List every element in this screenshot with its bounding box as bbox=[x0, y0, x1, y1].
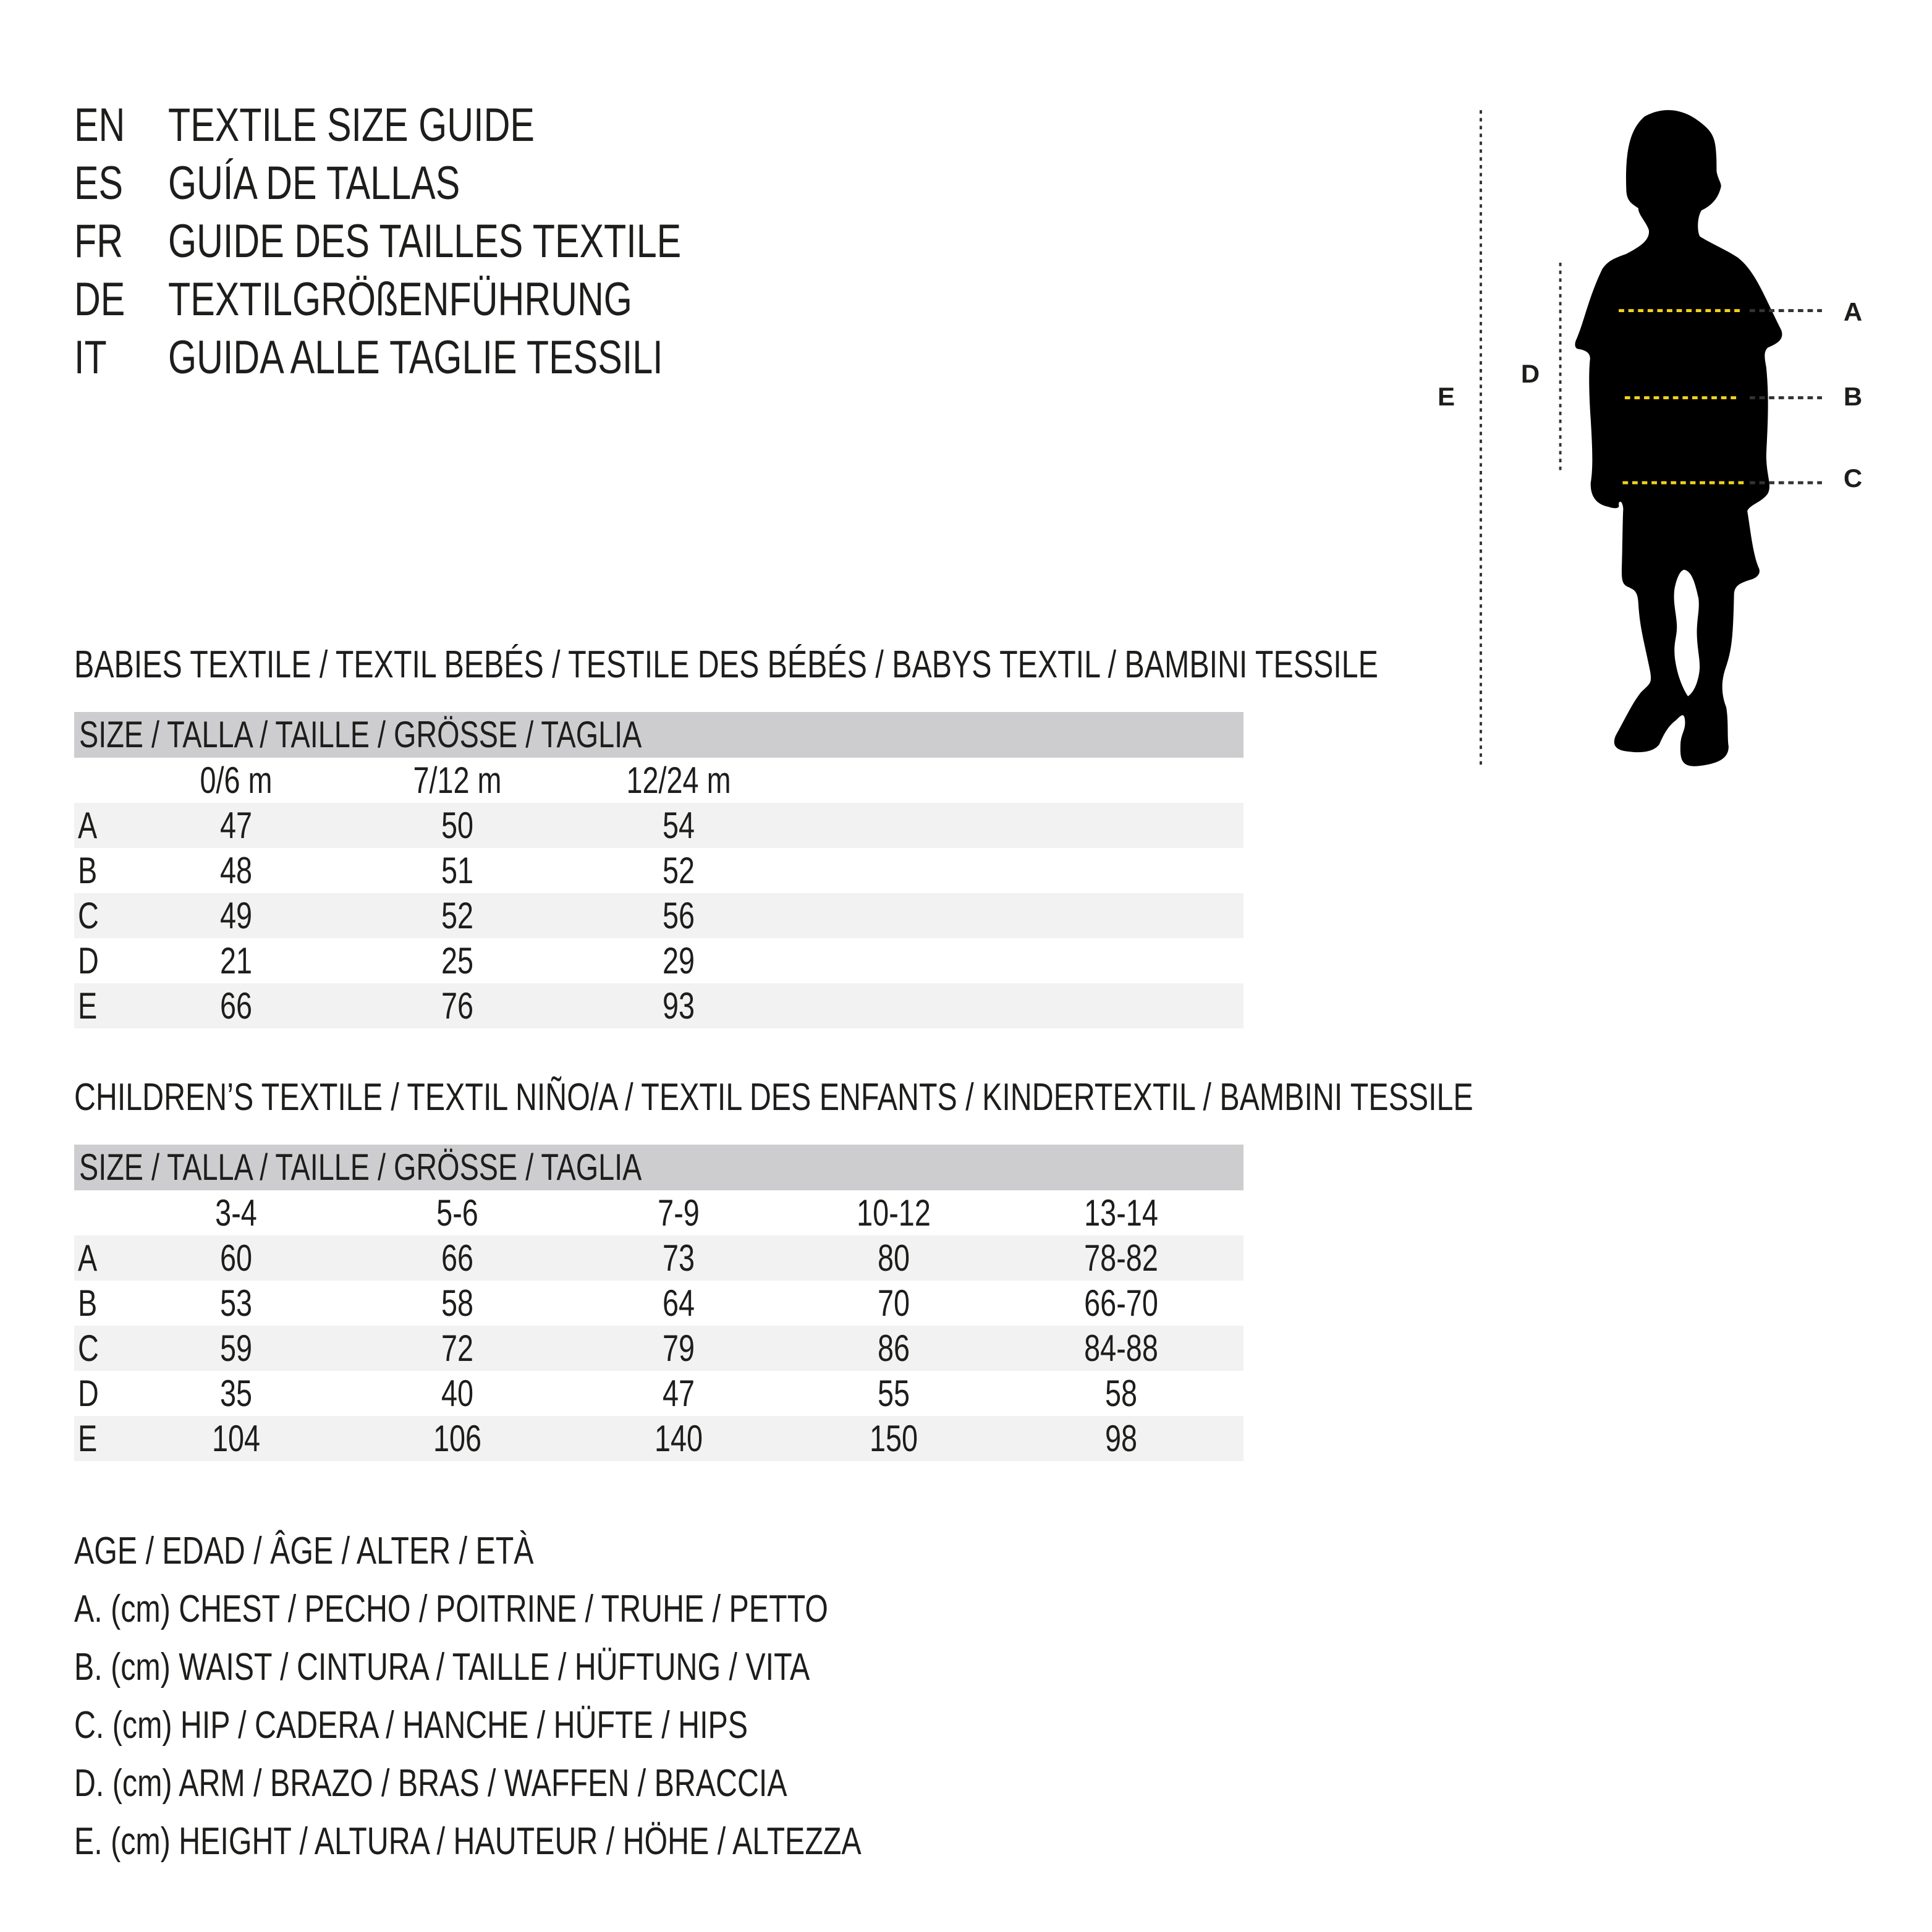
row-label: A bbox=[78, 805, 98, 846]
table-cell: 47 bbox=[662, 1373, 695, 1414]
table-row: B 48 51 52 bbox=[74, 848, 1244, 893]
table-cell: 49 bbox=[219, 895, 253, 936]
language-code: FR bbox=[74, 215, 124, 268]
table-cell: 84-88 bbox=[1084, 1328, 1158, 1369]
table-header-bar: SIZE / TALLA / TAILLE / GRÖSSE / TAGLIA bbox=[74, 712, 1244, 758]
table-cell: 60 bbox=[219, 1237, 253, 1279]
table-row: C 59 72 79 86 84-88 bbox=[74, 1326, 1244, 1371]
legend-line: A. (cm) CHEST / PECHO / POITRINE / TRUHE… bbox=[74, 1588, 828, 1630]
table-cell: 35 bbox=[219, 1373, 253, 1414]
table-cell: 58 bbox=[441, 1282, 474, 1324]
row-label: A bbox=[78, 1237, 98, 1279]
table-row: A 60 66 73 80 78-82 bbox=[74, 1235, 1244, 1281]
table-cell: 78-82 bbox=[1084, 1237, 1158, 1279]
table-row: A 47 50 54 bbox=[74, 803, 1244, 848]
language-code: DE bbox=[74, 273, 125, 326]
row-label: B bbox=[78, 1282, 98, 1324]
column-header: 5-6 bbox=[436, 1192, 478, 1234]
table-cell: 150 bbox=[869, 1418, 918, 1459]
table-cell: 66 bbox=[441, 1237, 474, 1279]
figure-label-b: B bbox=[1843, 382, 1863, 411]
language-code: EN bbox=[74, 99, 125, 151]
column-header: 3-4 bbox=[215, 1192, 257, 1234]
row-label: D bbox=[78, 940, 99, 981]
table-cell: 25 bbox=[441, 940, 474, 981]
legend-line: AGE / EDAD / ÂGE / ALTER / ETÀ bbox=[74, 1530, 534, 1572]
column-header: 7/12 m bbox=[413, 760, 502, 801]
figure-label-c: C bbox=[1843, 464, 1863, 493]
row-label: D bbox=[78, 1373, 99, 1414]
column-header-row: 3-4 5-6 7-9 10-12 13-14 bbox=[74, 1190, 1244, 1235]
table-cell: 86 bbox=[877, 1328, 910, 1369]
title-text: GUIDA ALLE TAGLIE TESSILI bbox=[168, 331, 663, 384]
table-header-label: SIZE / TALLA / TAILLE / GRÖSSE / TAGLIA bbox=[79, 714, 642, 755]
table-cell: 73 bbox=[662, 1237, 695, 1279]
table-cell: 48 bbox=[219, 850, 253, 891]
table-row: D 21 25 29 bbox=[74, 938, 1244, 983]
table-cell: 66 bbox=[219, 985, 253, 1027]
legend-line: C. (cm) HIP / CADERA / HANCHE / HÜFTE / … bbox=[74, 1704, 748, 1747]
table-cell: 104 bbox=[211, 1418, 261, 1459]
legend-line: B. (cm) WAIST / CINTURA / TAILLE / HÜFTU… bbox=[74, 1646, 810, 1688]
title-text: TEXTILGRÖßENFÜHRUNG bbox=[168, 273, 632, 326]
row-label: C bbox=[78, 895, 99, 936]
column-header: 10-12 bbox=[857, 1192, 931, 1234]
legend-line: E. (cm) HEIGHT / ALTURA / HAUTEUR / HÖHE… bbox=[74, 1820, 862, 1863]
table-header-label: SIZE / TALLA / TAILLE / GRÖSSE / TAGLIA bbox=[79, 1146, 642, 1188]
column-header-row: 0/6 m 7/12 m 12/24 m bbox=[74, 758, 1244, 803]
table-cell: 66-70 bbox=[1084, 1282, 1158, 1324]
table-cell: 72 bbox=[441, 1328, 474, 1369]
column-header: 7-9 bbox=[658, 1192, 700, 1234]
table-cell: 55 bbox=[877, 1373, 910, 1414]
table-row: B 53 58 64 70 66-70 bbox=[74, 1281, 1244, 1326]
table-cell: 59 bbox=[219, 1328, 253, 1369]
column-header: 0/6 m bbox=[200, 760, 273, 801]
table-header-bar: SIZE / TALLA / TAILLE / GRÖSSE / TAGLIA bbox=[74, 1145, 1244, 1190]
section-title: BABIES TEXTILE / TEXTIL BEBÉS / TESTILE … bbox=[74, 643, 1378, 686]
column-header: 13-14 bbox=[1084, 1192, 1158, 1234]
table-cell: 64 bbox=[662, 1282, 695, 1324]
legend-line: D. (cm) ARM / BRAZO / BRAS / WAFFEN / BR… bbox=[74, 1762, 787, 1805]
table-cell: 98 bbox=[1104, 1418, 1138, 1459]
figure-label-e: E bbox=[1437, 382, 1455, 411]
table-cell: 52 bbox=[441, 895, 474, 936]
table-cell: 56 bbox=[662, 895, 695, 936]
table-cell: 47 bbox=[219, 805, 253, 846]
table-row: E 66 76 93 bbox=[74, 983, 1244, 1028]
table-cell: 51 bbox=[441, 850, 474, 891]
child-silhouette bbox=[1480, 110, 1822, 766]
table-cell: 140 bbox=[654, 1418, 703, 1459]
table-cell: 106 bbox=[433, 1418, 482, 1459]
row-label: E bbox=[78, 985, 98, 1027]
table-cell: 50 bbox=[441, 805, 474, 846]
language-code: IT bbox=[74, 331, 107, 384]
table-cell: 21 bbox=[219, 940, 253, 981]
table-cell: 79 bbox=[662, 1328, 695, 1369]
language-code: ES bbox=[74, 157, 124, 210]
table-cell: 52 bbox=[662, 850, 695, 891]
table-cell: 76 bbox=[441, 985, 474, 1027]
table-cell: 29 bbox=[662, 940, 695, 981]
table-cell: 80 bbox=[877, 1237, 910, 1279]
table-cell: 58 bbox=[1104, 1373, 1138, 1414]
row-label: C bbox=[78, 1328, 99, 1369]
title-text: GUIDE DES TAILLES TEXTILE bbox=[168, 215, 682, 268]
table-row: E 104 106 140 150 98 bbox=[74, 1416, 1244, 1461]
row-label: E bbox=[78, 1418, 98, 1459]
table-cell: 54 bbox=[662, 805, 695, 846]
figure-label-a: A bbox=[1843, 297, 1863, 326]
table-row: D 35 40 47 55 58 bbox=[74, 1371, 1244, 1416]
row-label: B bbox=[78, 850, 98, 891]
table-row: C 49 52 56 bbox=[74, 893, 1244, 938]
table-cell: 40 bbox=[441, 1373, 474, 1414]
section-title: CHILDREN’S TEXTILE / TEXTIL NIÑO/A / TEX… bbox=[74, 1076, 1473, 1119]
table-cell: 93 bbox=[662, 985, 695, 1027]
table-cell: 53 bbox=[219, 1282, 253, 1324]
figure-label-d: D bbox=[1520, 359, 1540, 388]
silhouette-shape bbox=[1575, 110, 1782, 766]
table-cell: 70 bbox=[877, 1282, 910, 1324]
title-text: TEXTILE SIZE GUIDE bbox=[168, 99, 535, 151]
column-header: 12/24 m bbox=[626, 760, 731, 801]
title-text: GUÍA DE TALLAS bbox=[168, 157, 460, 210]
